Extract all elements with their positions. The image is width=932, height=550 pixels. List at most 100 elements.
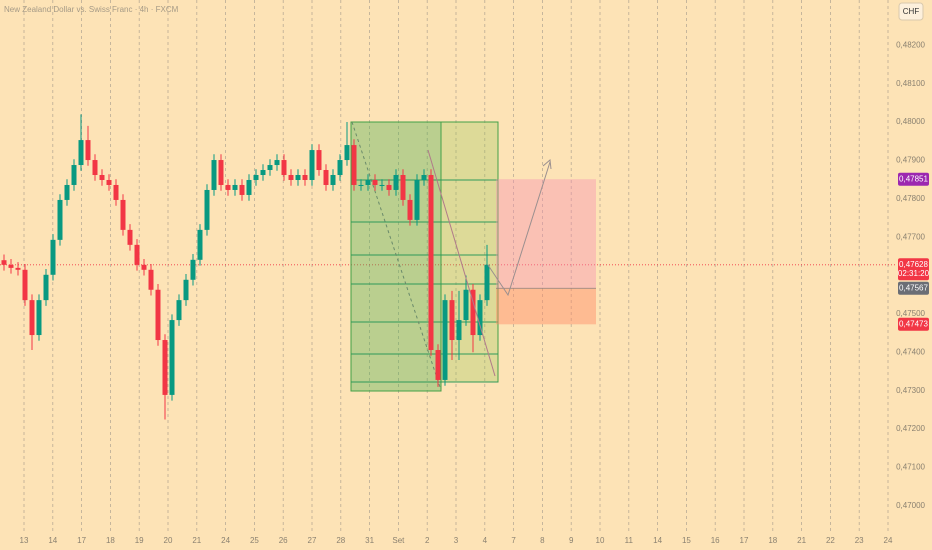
candle-body (211, 160, 217, 190)
candle-body (477, 300, 483, 336)
candle-body (225, 184, 231, 190)
x-tick-label: 24 (884, 536, 893, 545)
candle-body (204, 189, 210, 230)
x-tick-label: 16 (711, 536, 720, 545)
x-tick-label: 27 (308, 536, 317, 545)
candle-body (218, 160, 224, 185)
x-tick-label: 9 (569, 536, 574, 545)
x-tick-label: 7 (511, 536, 516, 545)
x-tick-label: 8 (540, 536, 545, 545)
currency: CHF (903, 7, 920, 16)
x-tick-label: 3 (454, 536, 459, 545)
candle-body (253, 175, 259, 180)
current-price-bg (898, 258, 929, 281)
candle-body (386, 184, 392, 190)
y-tick-label: 0,47200 (896, 424, 925, 433)
x-tick-label: 4 (483, 536, 488, 545)
candle-body (134, 244, 140, 265)
target-zone (496, 179, 596, 289)
y-tick-label: 0,47900 (896, 156, 925, 165)
x-tick-label: 15 (682, 536, 691, 545)
x-tick-label: 17 (740, 536, 749, 545)
candle-body (141, 264, 147, 270)
x-tick-label: 31 (365, 536, 374, 545)
price-label: 0,47567 (899, 283, 928, 292)
candle-body (99, 175, 105, 180)
candle-body (92, 160, 98, 176)
current-price-label: 0,47628 (899, 260, 928, 269)
price-label-bg (898, 281, 929, 295)
candle-body (358, 184, 364, 186)
fib-drawing (350, 121, 499, 392)
x-tick-label: 25 (250, 536, 259, 545)
x-tick-label: 18 (106, 536, 115, 545)
candle-body (148, 269, 154, 290)
x-tick-label: 21 (797, 536, 806, 545)
candle-body (274, 160, 280, 166)
candle-body (435, 350, 441, 380)
candle-body (106, 179, 112, 185)
candle-body (428, 175, 434, 351)
candle-body (64, 184, 70, 200)
y-tick-label: 0,47800 (896, 194, 925, 203)
candle-body (183, 279, 189, 301)
candle-body (379, 184, 385, 186)
candle-body (57, 199, 63, 240)
candle-body (43, 274, 49, 301)
x-tick-label: 21 (192, 536, 201, 545)
candle-body (239, 184, 245, 195)
candle-body (421, 175, 427, 180)
candle-body (127, 229, 133, 245)
candle-body (484, 264, 490, 301)
price-label-bg (898, 172, 929, 186)
candle-body (176, 300, 182, 321)
y-tick-label: 0,48200 (896, 40, 925, 49)
price-label-bg (898, 317, 929, 331)
candle-body (1, 260, 7, 265)
candle-body (400, 175, 406, 200)
projection-arrow (487, 161, 551, 297)
x-tick-label: 23 (855, 536, 864, 545)
countdown: 02:31:20 (898, 269, 930, 278)
candle-body (281, 160, 287, 176)
candle-body (337, 160, 343, 176)
candle-body (50, 239, 56, 275)
candle-body (330, 175, 336, 185)
candle-body (197, 229, 203, 260)
x-tick-label: 14 (48, 536, 57, 545)
trend-line (427, 149, 496, 377)
candle-body (162, 340, 168, 395)
candle-body (470, 289, 476, 336)
x-tick-label: 24 (221, 536, 230, 545)
price-label: 0,47473 (899, 319, 928, 328)
x-tick-label: 10 (596, 536, 605, 545)
y-tick-label: 0,48000 (896, 117, 925, 126)
x-tick-label: 17 (77, 536, 86, 545)
candle-body (190, 259, 196, 280)
x-tick-label: 13 (20, 536, 29, 545)
candle-body (365, 179, 371, 185)
x-tick-label: 11 (625, 536, 634, 545)
chart-title: New Zealand Dollar vs. Swiss Franc · 4h … (4, 5, 179, 14)
candle-body (246, 179, 252, 195)
candle-body (442, 300, 448, 380)
price-axis: CHF 0,48200 0,48100 0,48000 0,47900 0,47800 0… (896, 2, 930, 510)
x-tick-label: 14 (653, 536, 662, 545)
candle-body (113, 184, 119, 200)
candle-body (36, 300, 42, 336)
x-tick-label: 28 (336, 536, 345, 545)
candle-body (85, 140, 91, 161)
currency-box (898, 2, 924, 21)
y-tick-label: 0,47500 (896, 309, 925, 318)
candle-body (22, 269, 28, 301)
arrow-head (542, 159, 552, 170)
candle-body (344, 145, 350, 161)
candle-body (15, 267, 21, 270)
candle-body (120, 199, 126, 230)
candle-body (232, 184, 238, 190)
candle-body (169, 320, 175, 395)
fib-box (440, 121, 499, 383)
stop-zone (496, 288, 596, 325)
